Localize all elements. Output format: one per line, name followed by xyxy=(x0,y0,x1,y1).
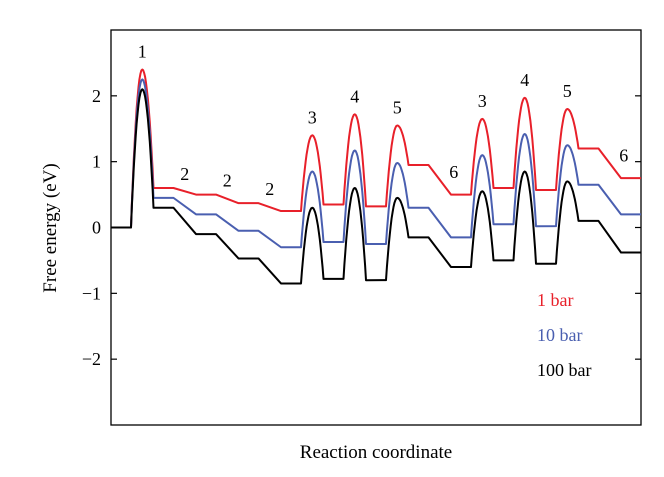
step-label: 2 xyxy=(180,164,189,184)
series-line-1-bar xyxy=(111,68,641,229)
step-label: 6 xyxy=(619,145,628,165)
series-line-10-bar xyxy=(111,78,641,249)
y-tick-label: −2 xyxy=(82,349,101,369)
step-label: 4 xyxy=(350,86,359,106)
step-label: 5 xyxy=(563,81,572,101)
step-label: 1 xyxy=(138,42,147,62)
x-axis-label: Reaction coordinate xyxy=(300,442,452,463)
y-tick-label: 1 xyxy=(92,152,101,172)
y-tick-label: −1 xyxy=(82,283,101,303)
step-label: 3 xyxy=(478,91,487,111)
y-tick-label: 2 xyxy=(92,86,101,106)
legend-entry: 1 bar xyxy=(537,290,573,310)
legend-entry: 100 bar xyxy=(537,360,591,380)
series-line-100-bar xyxy=(111,88,641,285)
step-label: 2 xyxy=(223,171,232,191)
step-label: 5 xyxy=(393,97,402,117)
y-tick-label: 0 xyxy=(92,218,101,238)
step-label: 6 xyxy=(449,162,458,182)
step-label: 4 xyxy=(520,70,529,90)
legend-entry: 10 bar xyxy=(537,325,582,345)
step-label: 3 xyxy=(308,107,317,127)
y-axis-label: Free energy (eV) xyxy=(40,163,61,292)
step-label: 2 xyxy=(265,179,274,199)
